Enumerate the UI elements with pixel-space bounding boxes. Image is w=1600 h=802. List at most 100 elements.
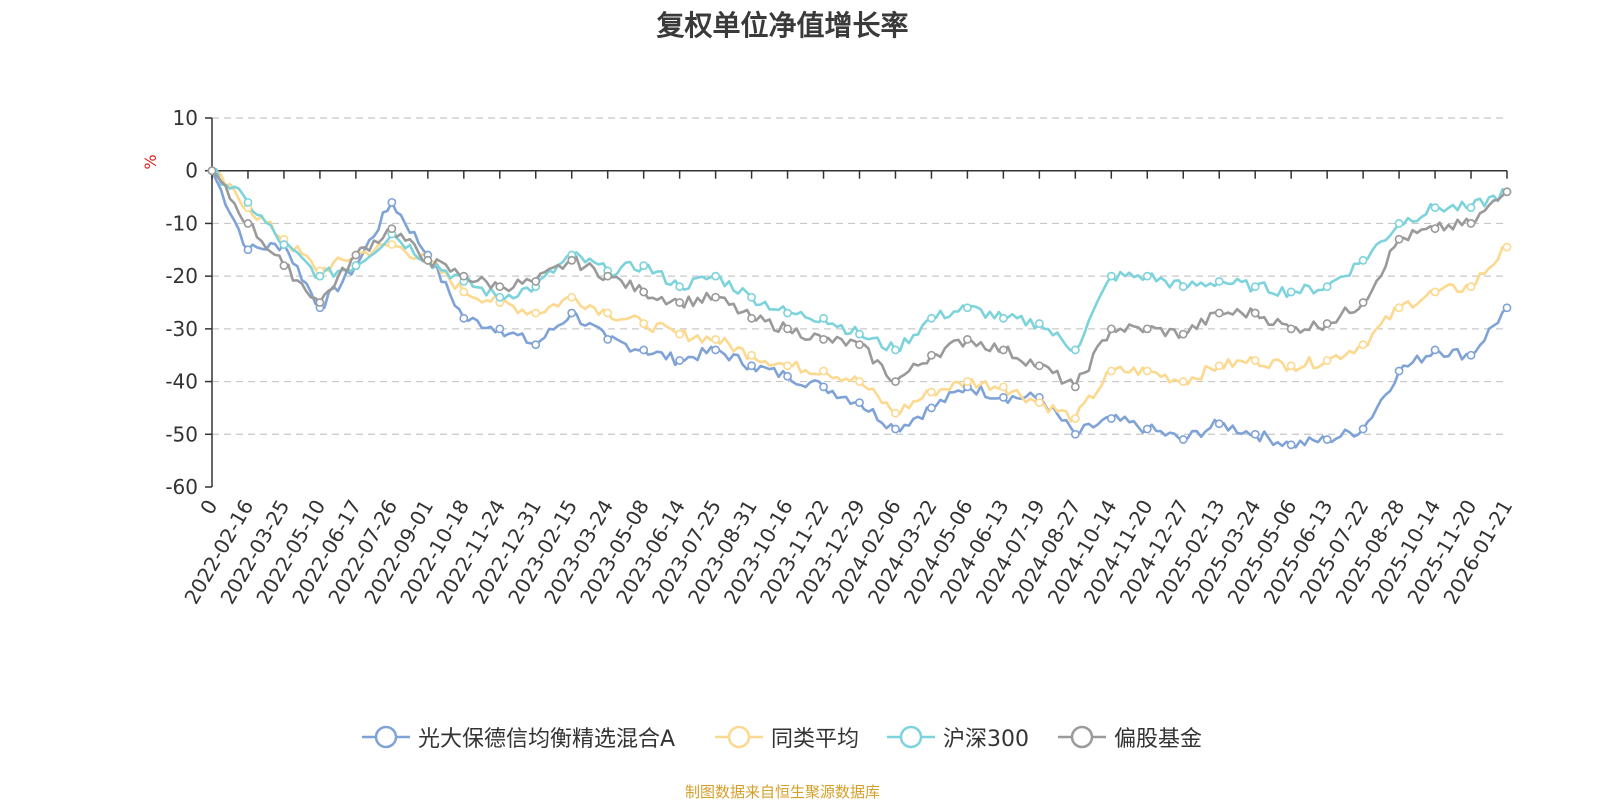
series-point: [1106, 271, 1116, 281]
series-point: [927, 403, 936, 413]
series-point: [603, 334, 613, 344]
series-point: [1430, 345, 1440, 355]
legend-symbol-icon: [887, 725, 935, 749]
series-point: [495, 324, 505, 334]
series-point: [783, 324, 792, 334]
series-point: [783, 361, 792, 371]
y-tick-label: -30: [165, 317, 198, 341]
series-point: [1106, 366, 1116, 376]
series-point: [747, 292, 756, 302]
legend-item[interactable]: 沪深300: [887, 722, 1029, 752]
series-point: [243, 197, 253, 207]
series-point: [1250, 282, 1260, 292]
series-point: [1358, 340, 1368, 350]
series-point: [639, 287, 649, 297]
series-point: [891, 345, 900, 355]
markers-group: [207, 166, 1512, 450]
series-point: [1466, 203, 1476, 213]
legend-item[interactable]: 偏股基金: [1058, 722, 1202, 752]
series-point: [819, 313, 828, 323]
legend-item[interactable]: 光大保德信均衡精选混合A: [362, 722, 675, 752]
series-point: [1322, 356, 1332, 365]
series-point: [783, 371, 792, 381]
series-point: [1142, 271, 1152, 281]
series-point: [819, 382, 828, 392]
series-point: [1070, 429, 1080, 439]
series-point: [963, 334, 972, 344]
series-point: [639, 345, 649, 355]
series-point: [711, 292, 721, 302]
series-point: [855, 329, 864, 339]
series-point: [819, 334, 828, 344]
series-point: [1142, 424, 1152, 434]
legend-item[interactable]: 同类平均: [715, 722, 859, 752]
series-point: [1430, 287, 1440, 297]
series-point: [1250, 356, 1260, 365]
series-point: [351, 261, 361, 270]
series-point: [1214, 419, 1224, 429]
series-point: [747, 361, 756, 371]
series-point: [639, 261, 649, 270]
y-tick-label: 10: [173, 106, 198, 130]
series-point: [891, 424, 900, 434]
series-point: [387, 240, 397, 249]
series-point: [567, 292, 577, 302]
series-point: [423, 255, 433, 265]
chart-title: 复权单位净值增长率: [656, 9, 909, 42]
series-point: [1106, 324, 1116, 334]
series-point: [1358, 255, 1368, 265]
legend-symbol-icon: [362, 725, 410, 749]
series-point: [243, 245, 253, 255]
legend-label: 沪深300: [943, 727, 1029, 752]
series-point: [927, 313, 936, 323]
series-point: [675, 329, 685, 339]
series-point: [531, 277, 541, 286]
series-point: [1286, 324, 1296, 334]
series-point: [1070, 382, 1080, 392]
series-point: [1178, 329, 1188, 339]
legend-symbol-icon: [1058, 725, 1106, 749]
series-point: [567, 255, 577, 265]
series-point: [207, 166, 217, 176]
series-point: [459, 313, 469, 323]
y-tick-label: -40: [165, 370, 198, 394]
series-point: [495, 292, 505, 302]
series-point: [459, 287, 469, 297]
series-point: [855, 398, 864, 408]
series-point: [747, 350, 756, 360]
series-point: [711, 334, 721, 344]
series-point: [1034, 398, 1044, 408]
series-point: [1358, 424, 1368, 434]
series-point: [459, 271, 469, 281]
series-point: [603, 271, 613, 281]
y-tick-label: -10: [165, 211, 198, 235]
grid-lines: [212, 117, 1507, 435]
series-point: [963, 303, 972, 313]
series-point: [1394, 234, 1404, 244]
series-point: [531, 308, 541, 318]
series-point: [783, 308, 792, 318]
series-point: [531, 340, 541, 350]
series-point: [1178, 377, 1188, 386]
series-point: [1142, 366, 1152, 376]
series-point: [1466, 350, 1476, 360]
series-point: [1466, 219, 1476, 228]
series-point: [1358, 298, 1368, 307]
legend-label: 同类平均: [771, 727, 860, 752]
series-point: [1394, 366, 1404, 376]
series-point: [387, 197, 397, 207]
series-point: [1142, 324, 1152, 334]
series-point: [1034, 319, 1044, 328]
legend: 光大保德信均衡精选混合A 同类平均 沪深300 偏股基金: [0, 722, 1600, 752]
series-point: [1502, 187, 1512, 197]
series-point: [495, 282, 505, 292]
legend-label: 光大保德信均衡精选混合A: [418, 727, 676, 752]
series-point: [1394, 303, 1404, 313]
series-point: [927, 350, 936, 360]
series-line: [211, 169, 1508, 389]
series-point: [279, 240, 289, 249]
series-point: [1322, 435, 1332, 444]
series-point: [1466, 282, 1476, 292]
y-tick-label: -50: [165, 422, 198, 446]
series-point: [855, 340, 864, 350]
